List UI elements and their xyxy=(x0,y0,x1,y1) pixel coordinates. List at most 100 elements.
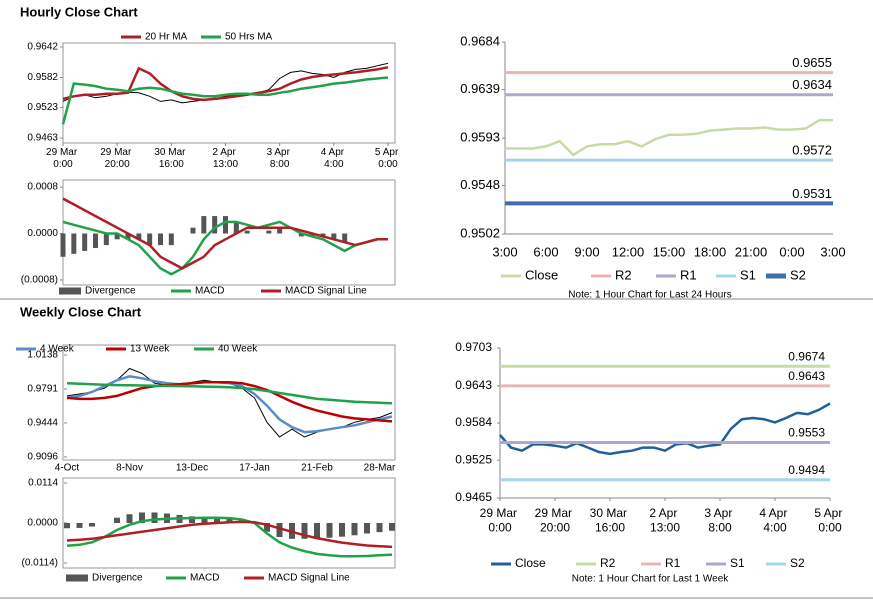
series-line xyxy=(62,66,389,102)
divergence-bar xyxy=(309,233,315,237)
divergence-bar xyxy=(376,523,383,533)
divergence-bar xyxy=(226,518,233,523)
legend-label: R1 xyxy=(680,267,697,282)
legend-label: 50 Hrs MA xyxy=(225,32,273,43)
x-tick-label: 3 Apr 8:00 xyxy=(704,506,735,534)
divergence-bar xyxy=(139,512,145,523)
legend-label: 40 Week xyxy=(218,344,258,355)
x-tick-label: 17-Jan xyxy=(239,463,270,474)
divergence-bar xyxy=(314,523,320,539)
y-tick-label: 0.9465 xyxy=(455,490,492,504)
x-tick-label: 3:00 xyxy=(820,244,845,259)
legend-label: S2 xyxy=(790,556,805,570)
divergence-bar xyxy=(103,233,109,246)
divergence-bar xyxy=(126,514,133,523)
divergence-bar xyxy=(168,233,174,246)
divergence-bar xyxy=(151,512,158,523)
legend-label: Close xyxy=(515,556,546,570)
series-line xyxy=(66,516,393,558)
x-tick-label: 9:00 xyxy=(574,244,599,259)
series-line xyxy=(62,197,388,270)
y-tick-label: (0.0114) xyxy=(21,558,58,569)
series-line xyxy=(66,380,393,423)
level-label: 0.9643 xyxy=(788,369,825,383)
x-tick-label: 4 Apr 4:00 xyxy=(759,506,790,534)
x-tick-label: 21-Feb xyxy=(301,463,333,474)
divergence-bar xyxy=(244,230,250,234)
divergence-bar xyxy=(93,233,98,249)
y-tick-label: 0.0008 xyxy=(27,182,58,193)
section-title: Weekly Close Chart xyxy=(20,304,142,319)
legend-label: MACD Signal Line xyxy=(285,286,367,297)
y-tick-label: 0.9096 xyxy=(27,452,58,463)
legend-label: R2 xyxy=(615,267,632,282)
section-title: Hourly Close Chart xyxy=(20,4,138,19)
divergence-bar xyxy=(89,523,95,527)
divergence-bar xyxy=(147,233,153,246)
legend-label: MACD Signal Line xyxy=(268,573,350,584)
divergence-bar xyxy=(114,233,120,240)
x-tick-label: 5 Apr 0:00 xyxy=(814,506,845,534)
divergence-bar xyxy=(82,233,88,251)
legend-label: Divergence xyxy=(92,573,143,584)
x-tick-label: 4 Apr 4:00 xyxy=(321,147,347,170)
plot-frame xyxy=(62,179,396,286)
note: Note: 1 Hour Chart for Last 1 Week xyxy=(572,574,730,585)
x-tick-label: 13-Dec xyxy=(176,463,208,474)
divergence-bar xyxy=(212,216,218,234)
level-label: 0.9494 xyxy=(788,463,825,477)
y-tick-label: 0.9548 xyxy=(460,177,500,192)
y-tick-label: 0.9523 xyxy=(27,102,58,113)
divergence-bar xyxy=(201,517,208,523)
x-tick-label: 15:00 xyxy=(653,244,686,259)
divergence-bar xyxy=(189,516,195,523)
divergence-bar xyxy=(125,233,131,240)
y-tick-label: 0.9582 xyxy=(27,72,58,83)
y-tick-label: 0.9502 xyxy=(460,225,500,240)
x-tick-label: 2 Apr 13:00 xyxy=(212,147,238,170)
x-tick-label: 2 Apr 13:00 xyxy=(649,506,680,534)
divergence-bar xyxy=(331,233,337,240)
legend-label: 20 Hr MA xyxy=(145,32,188,43)
divergence-bar xyxy=(201,216,207,234)
divergence-bar xyxy=(60,233,66,257)
y-tick-label: 0.9639 xyxy=(460,81,500,96)
x-tick-label: 3:00 xyxy=(492,244,517,259)
y-tick-label: 0.0114 xyxy=(28,478,58,489)
divergence-bar xyxy=(190,227,196,234)
y-tick-label: 0.9593 xyxy=(460,129,500,144)
y-tick-label: 0.9463 xyxy=(27,133,58,144)
y-tick-label: 0.9642 xyxy=(27,42,58,53)
x-tick-label: 18:00 xyxy=(694,244,727,259)
legend-label: S1 xyxy=(730,556,745,570)
legend-label: R2 xyxy=(600,556,616,570)
y-tick-label: 0.9791 xyxy=(27,384,58,395)
divergence-bar xyxy=(277,227,283,234)
level-label: 0.9572 xyxy=(792,143,832,158)
plot-frame xyxy=(62,42,396,144)
x-tick-label: 0:00 xyxy=(779,244,804,259)
legend-label: S1 xyxy=(740,267,756,282)
x-tick-label: 30 Mar 16:00 xyxy=(154,147,188,170)
divergence-bar xyxy=(276,523,283,538)
level-label: 0.9655 xyxy=(792,55,832,70)
legend-label: MACD xyxy=(190,573,219,584)
divergence-bar xyxy=(136,233,142,240)
divergence-bar xyxy=(320,233,326,237)
x-tick-label: 29 Mar 20:00 xyxy=(535,506,576,534)
level-label: 0.9553 xyxy=(788,426,825,440)
divergence-bar xyxy=(158,233,163,246)
y-tick-label: 1.0138 xyxy=(27,350,58,361)
divergence-bar xyxy=(233,221,239,234)
y-tick-label: 0.0000 xyxy=(27,518,58,529)
y-tick-label: 0.9684 xyxy=(460,33,500,48)
divergence-bar xyxy=(76,523,83,528)
divergence-bar xyxy=(342,233,348,243)
series-line xyxy=(505,118,833,157)
y-tick-label: 0.0000 xyxy=(27,228,58,239)
x-tick-label: 8-Nov xyxy=(116,463,143,474)
note: Note: 1 Hour Chart for Last 24 Hours xyxy=(568,290,731,301)
divergence-bar xyxy=(339,523,345,537)
divergence-bar xyxy=(364,523,370,534)
x-tick-label: 12:00 xyxy=(612,244,645,259)
